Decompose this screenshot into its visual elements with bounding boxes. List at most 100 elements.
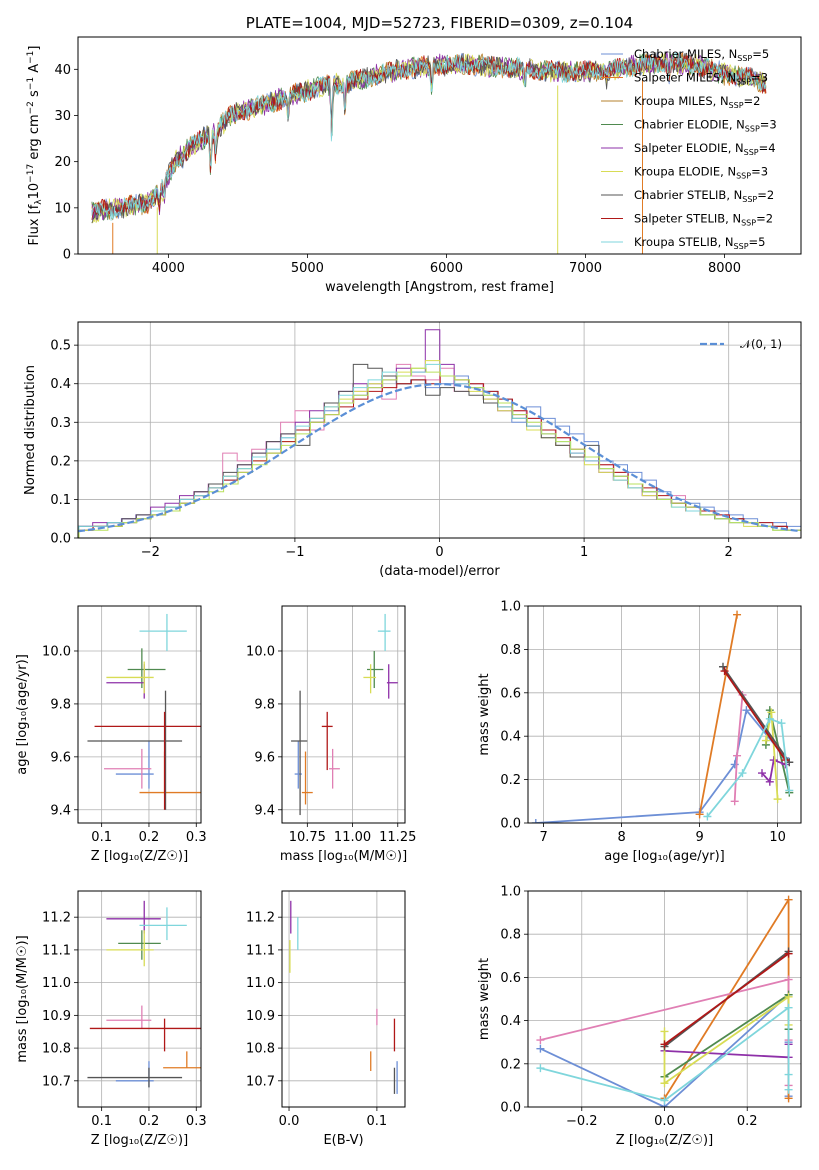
residuals-ylabel: Normed distribution xyxy=(23,365,38,495)
legend-label-text: Chabrier ELODIE, N xyxy=(634,118,745,132)
spectrum-ylabel-part: −2 xyxy=(26,101,36,114)
weight_vs_Z-marker-2-1 xyxy=(784,975,793,984)
age_vs_mass-xlabel: mass [log₁₀(M/M☉)] xyxy=(280,849,407,864)
spectrum-ylabel-part: erg cm xyxy=(27,114,42,163)
mass_vs_ebv-plot-area xyxy=(289,900,398,1094)
age_vs_Z-ytick-label: 10.0 xyxy=(42,644,71,659)
weight_vs_Z-plot-area xyxy=(536,895,793,1107)
spectrum-ytick-label: 40 xyxy=(54,63,71,78)
residuals-ytick-label: 0.4 xyxy=(50,377,71,392)
weight_vs_age-marker-8-4 xyxy=(785,786,794,795)
mass_vs_Z-ytick-label: 10.8 xyxy=(42,1042,71,1057)
age_vs_Z-ytick-label: 9.4 xyxy=(50,803,71,818)
legend-label-value: =2 xyxy=(744,94,761,108)
mass_vs_Z-axes-group: 0.1 0.2 0.3 10.7 10.8 10.9 11.0 11.1 11.2 Z [log₁… xyxy=(15,890,207,1148)
weight_vs_Z-ytick-label: 0.0 xyxy=(500,1101,521,1116)
legend-label-text: Salpeter STELIB, N xyxy=(634,212,741,226)
legend-label-0: Chabrier MILES, NSSP=5 xyxy=(634,47,769,63)
weight_vs_Z-xtick-label: 0.2 xyxy=(737,1114,758,1129)
weight_vs_age-marker-4-0 xyxy=(758,769,766,778)
residuals-ytick-label: 0.5 xyxy=(50,339,71,354)
weight_vs_Z-ytick-label: 0.8 xyxy=(500,928,521,943)
spectrum-xtick-label: 7000 xyxy=(569,261,602,276)
legend-label-5: Kroupa ELODIE, NSSP=3 xyxy=(634,165,768,181)
spectrum-plot-area xyxy=(91,51,767,254)
weight_vs_age-marker-1-1 xyxy=(733,610,742,619)
mass_vs_Z-ytick-label: 10.7 xyxy=(42,1074,71,1089)
spectrum-ytick-label: 10 xyxy=(54,201,71,216)
residuals-xtick-label: −1 xyxy=(285,545,304,560)
weight_vs_age-ytick-label: 1.0 xyxy=(500,600,521,615)
age_vs_mass-xtick-label: 10.75 xyxy=(289,830,326,845)
age_vs_Z-ytick-label: 9.6 xyxy=(50,750,71,765)
legend-label-value: =2 xyxy=(756,212,773,226)
spectrum-ylabel-part: −1 xyxy=(26,51,36,64)
legend-label-sub: SSP xyxy=(736,78,751,87)
legend-label-text: Salpeter ELODIE, N xyxy=(634,141,744,155)
weight_vs_age-ytick-label: 0.2 xyxy=(500,773,521,788)
histogram-series-5 xyxy=(78,375,801,538)
spectrum-legend: Chabrier MILES, NSSP=5 Salpeter MILES, NS… xyxy=(601,47,777,251)
spectrum-xtick-label: 6000 xyxy=(430,261,463,276)
legend-label-7: Salpeter STELIB, NSSP=2 xyxy=(634,212,773,228)
spectrum-axes-group: 4000 5000 6000 7000 8000 0 10 20 30 40 wavelength … xyxy=(54,36,802,295)
legend-label-sub: SSP xyxy=(736,172,751,181)
age_vs_mass-xtick-label: 11.00 xyxy=(334,830,371,845)
age_vs_Z-xlabel: Z [log₁₀(Z/Z☉)] xyxy=(91,849,188,864)
weight_vs_age-marker-8-3 xyxy=(777,719,786,728)
legend-label-sub: SSP xyxy=(729,101,744,110)
weight_vs_age-plot-area xyxy=(531,610,794,823)
weight_vs_Z-axes-group: −0.2 0.0 0.2 0.0 0.2 0.4 0.6 0.8 1.0 Z [log₁₀(Z/Z… xyxy=(477,885,802,1148)
mass_vs_Z-xlabel: Z [log₁₀(Z/Z☉)] xyxy=(91,1133,188,1148)
weight_vs_age-marker-2-1 xyxy=(733,751,742,760)
legend-label-value: =3 xyxy=(760,118,777,132)
weight_vs_Z-marker-8-0 xyxy=(536,1064,545,1073)
legend-label-4: Salpeter ELODIE, NSSP=4 xyxy=(634,141,776,157)
weight_vs_Z-xtick-label: −0.2 xyxy=(566,1114,598,1129)
legend-label-text: Kroupa ELODIE, N xyxy=(634,165,736,179)
spectrum-ylabel-part: −1 xyxy=(26,77,36,90)
mass_vs_ebv-ytick-label: 10.9 xyxy=(246,1009,275,1024)
mass_vs_Z-ytick-label: 11.2 xyxy=(42,911,71,926)
spectrum-xtick-label: 5000 xyxy=(291,261,324,276)
weight_vs_age-xtick-label: 9 xyxy=(695,830,703,845)
spectrum-ylabel-part: Flux [f xyxy=(27,204,42,245)
legend-label-6: Chabrier STELIB, NSSP=2 xyxy=(634,188,774,204)
spectrum-ylabel: Flux [fλ10−17 erg cm−2 s−1 A−1] xyxy=(26,46,44,246)
mass_vs_ebv-xtick-label: 0.0 xyxy=(279,1114,300,1129)
legend-label-text: Kroupa STELIB, N xyxy=(634,235,734,249)
residuals-plot-area xyxy=(78,329,801,538)
weight_vs_Z-ytick-label: 0.6 xyxy=(500,971,521,986)
legend-label-value: =2 xyxy=(757,188,774,202)
weight_vs_Z-marker-7-0 xyxy=(660,1040,669,1049)
legend-label-sub: SSP xyxy=(742,195,757,204)
spectrum-series-7 xyxy=(91,53,767,220)
age_vs_Z-ytick-label: 9.8 xyxy=(50,697,71,712)
weight_vs_age-series-2 xyxy=(733,694,744,802)
legend-label-sub: SSP xyxy=(741,219,756,228)
mass_vs_ebv-xtick-label: 0.1 xyxy=(367,1114,388,1129)
residuals-xtick-label: 1 xyxy=(580,545,588,560)
legend-label-1: Salpeter MILES, NSSP=3 xyxy=(634,71,768,87)
weight_vs_Z-marker-1-1 xyxy=(784,895,793,904)
spectrum-xlabel: wavelength [Angstrom, rest frame] xyxy=(325,280,554,295)
weight_vs_age-marker-4-1 xyxy=(765,777,774,786)
weight_vs_Z-marker-2-0 xyxy=(536,1036,545,1045)
residuals-xlabel: (data-model)/error xyxy=(379,564,500,579)
weight_vs_Z-marker-5-2 xyxy=(784,992,793,1001)
mass_vs_ebv-ytick-label: 10.7 xyxy=(246,1074,275,1089)
weight_vs_Z-marker-7-1 xyxy=(784,949,793,958)
mass_vs_Z-ytick-label: 11.1 xyxy=(42,943,71,958)
weight_vs_Z-xtick-label: 0.0 xyxy=(654,1114,675,1129)
age_vs_mass-plot-area xyxy=(291,613,398,816)
legend-label-2: Kroupa MILES, NSSP=2 xyxy=(634,94,760,110)
weight_vs_Z-marker-5-1 xyxy=(660,1079,669,1088)
spectrum-ytick-label: 20 xyxy=(54,155,71,170)
legend-label-text: Chabrier MILES, N xyxy=(634,47,737,61)
mass_vs_Z-xtick-label: 0.3 xyxy=(186,1114,207,1129)
weight_vs_age-marker-0-0 xyxy=(531,819,540,823)
spectrum-ytick-label: 0 xyxy=(63,248,71,263)
spectrum-series-4 xyxy=(91,51,767,221)
residuals-ytick-label: 0.3 xyxy=(50,416,71,431)
